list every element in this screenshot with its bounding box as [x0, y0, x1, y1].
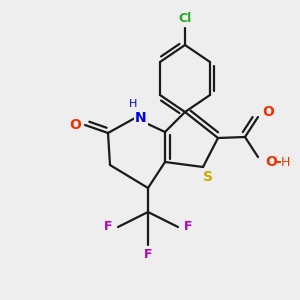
- Text: S: S: [203, 170, 213, 184]
- Text: F: F: [144, 248, 152, 260]
- Text: O: O: [265, 155, 277, 169]
- Text: N: N: [135, 111, 147, 125]
- Text: H: H: [129, 99, 137, 109]
- Text: O: O: [69, 118, 81, 132]
- Text: H: H: [280, 155, 290, 169]
- Text: O: O: [262, 105, 274, 119]
- Text: F: F: [184, 220, 192, 233]
- Text: F: F: [104, 220, 112, 233]
- Text: Cl: Cl: [178, 13, 192, 26]
